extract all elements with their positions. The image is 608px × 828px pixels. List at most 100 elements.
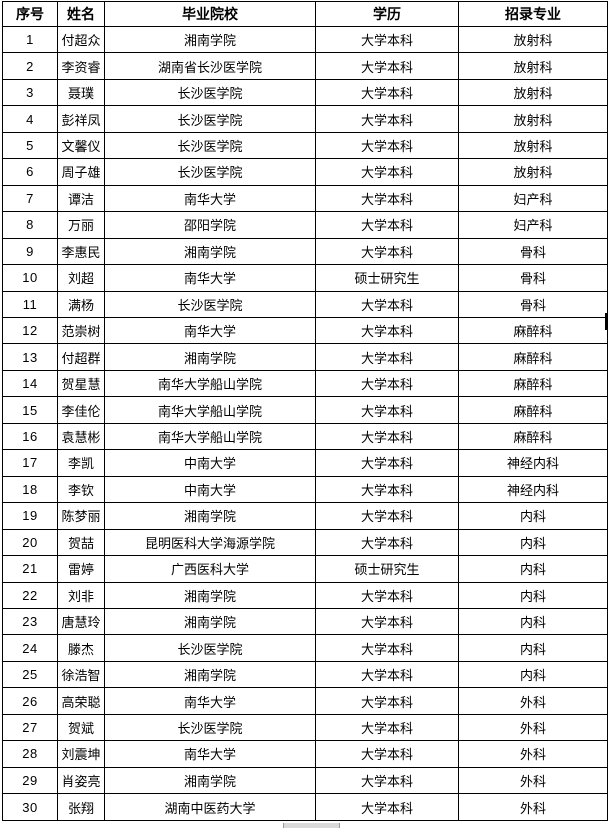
cell-specialty[interactable]: 外科 <box>458 713 608 742</box>
cell-seq[interactable]: 29 <box>2 766 58 795</box>
cell-seq[interactable]: 23 <box>2 607 58 636</box>
cell-name[interactable]: 文馨仪 <box>57 131 105 160</box>
cell-school[interactable]: 湘南学院 <box>104 660 316 689</box>
cell-degree[interactable]: 大学本科 <box>315 793 459 821</box>
cell-school[interactable]: 邵阳学院 <box>104 211 316 239</box>
cell-school[interactable]: 南华大学 <box>104 316 316 345</box>
cell-degree[interactable]: 大学本科 <box>315 316 459 345</box>
cell-degree[interactable]: 大学本科 <box>315 740 459 768</box>
cell-school[interactable]: 湘南学院 <box>104 766 316 795</box>
cell-specialty[interactable]: 麻醉科 <box>458 422 608 451</box>
cell-seq[interactable]: 28 <box>2 740 58 768</box>
cell-name[interactable]: 李资睿 <box>57 52 105 80</box>
cell-specialty[interactable]: 神经内科 <box>458 449 608 477</box>
cell-school[interactable]: 南华大学船山学院 <box>104 369 316 398</box>
cell-degree[interactable]: 大学本科 <box>315 237 459 266</box>
cell-seq[interactable]: 19 <box>2 502 58 530</box>
cell-school[interactable]: 湘南学院 <box>104 607 316 636</box>
column-header-specialty[interactable]: 招录专业 <box>458 1 608 27</box>
cell-school[interactable]: 湖南省长沙医学院 <box>104 52 316 80</box>
cell-seq[interactable]: 22 <box>2 581 58 609</box>
cell-school[interactable]: 长沙医学院 <box>104 290 316 318</box>
cell-degree[interactable]: 硕士研究生 <box>315 555 459 583</box>
cell-seq[interactable]: 12 <box>2 316 58 345</box>
cell-name[interactable]: 周子雄 <box>57 158 105 186</box>
cell-school[interactable]: 湘南学院 <box>104 237 316 266</box>
cell-degree[interactable]: 大学本科 <box>315 475 459 504</box>
bottom-scrollbar-stub[interactable] <box>283 823 340 828</box>
cell-degree[interactable]: 大学本科 <box>315 607 459 636</box>
cell-specialty[interactable]: 放射科 <box>458 105 608 133</box>
cell-seq[interactable]: 11 <box>2 290 58 318</box>
cell-degree[interactable]: 硕士研究生 <box>315 264 459 292</box>
cell-school[interactable]: 南华大学 <box>104 740 316 768</box>
cell-degree[interactable]: 大学本科 <box>315 634 459 662</box>
cell-seq[interactable]: 7 <box>2 184 58 213</box>
cell-seq[interactable]: 9 <box>2 237 58 266</box>
cell-school[interactable]: 长沙医学院 <box>104 713 316 742</box>
column-header-degree[interactable]: 学历 <box>315 1 459 27</box>
cell-specialty[interactable]: 放射科 <box>458 52 608 80</box>
cell-seq[interactable]: 21 <box>2 555 58 583</box>
cell-specialty[interactable]: 内科 <box>458 607 608 636</box>
cell-school[interactable]: 湘南学院 <box>104 343 316 371</box>
cell-seq[interactable]: 18 <box>2 475 58 504</box>
cell-seq[interactable]: 25 <box>2 660 58 689</box>
cell-degree[interactable]: 大学本科 <box>315 396 459 424</box>
cell-name[interactable]: 聂璞 <box>57 78 105 107</box>
cell-school[interactable]: 长沙医学院 <box>104 105 316 133</box>
cell-degree[interactable]: 大学本科 <box>315 52 459 80</box>
cell-specialty[interactable]: 骨科 <box>458 264 608 292</box>
cell-school[interactable]: 南华大学船山学院 <box>104 422 316 451</box>
cell-specialty[interactable]: 外科 <box>458 793 608 821</box>
cell-name[interactable]: 彭祥凤 <box>57 105 105 133</box>
cell-school[interactable]: 长沙医学院 <box>104 158 316 186</box>
cell-specialty[interactable]: 麻醉科 <box>458 396 608 424</box>
cell-name[interactable]: 万丽 <box>57 211 105 239</box>
cell-name[interactable]: 贺斌 <box>57 713 105 742</box>
cell-degree[interactable]: 大学本科 <box>315 766 459 795</box>
cell-school[interactable]: 南华大学 <box>104 687 316 715</box>
cell-seq[interactable]: 5 <box>2 131 58 160</box>
cell-name[interactable]: 李佳伦 <box>57 396 105 424</box>
cell-seq[interactable]: 4 <box>2 105 58 133</box>
cell-specialty[interactable]: 内科 <box>458 502 608 530</box>
cell-degree[interactable]: 大学本科 <box>315 713 459 742</box>
cell-specialty[interactable]: 妇产科 <box>458 211 608 239</box>
cell-name[interactable]: 陈梦丽 <box>57 502 105 530</box>
cell-seq[interactable]: 2 <box>2 52 58 80</box>
cell-seq[interactable]: 30 <box>2 793 58 821</box>
cell-school[interactable]: 中南大学 <box>104 449 316 477</box>
cell-degree[interactable]: 大学本科 <box>315 502 459 530</box>
cell-seq[interactable]: 14 <box>2 369 58 398</box>
cell-specialty[interactable]: 麻醉科 <box>458 369 608 398</box>
cell-school[interactable]: 湘南学院 <box>104 581 316 609</box>
cell-name[interactable]: 李钦 <box>57 475 105 504</box>
cell-degree[interactable]: 大学本科 <box>315 369 459 398</box>
cell-specialty[interactable]: 内科 <box>458 555 608 583</box>
cell-school[interactable]: 湘南学院 <box>104 25 316 54</box>
cell-school[interactable]: 南华大学船山学院 <box>104 396 316 424</box>
cell-school[interactable]: 长沙医学院 <box>104 131 316 160</box>
cell-degree[interactable]: 大学本科 <box>315 184 459 213</box>
cell-specialty[interactable]: 内科 <box>458 581 608 609</box>
cell-name[interactable]: 滕杰 <box>57 634 105 662</box>
cell-seq[interactable]: 16 <box>2 422 58 451</box>
cell-school[interactable]: 南华大学 <box>104 184 316 213</box>
cell-seq[interactable]: 17 <box>2 449 58 477</box>
cell-seq[interactable]: 20 <box>2 528 58 557</box>
cell-degree[interactable]: 大学本科 <box>315 105 459 133</box>
cell-degree[interactable]: 大学本科 <box>315 422 459 451</box>
column-header-school[interactable]: 毕业院校 <box>104 1 316 27</box>
cell-specialty[interactable]: 内科 <box>458 528 608 557</box>
cell-specialty[interactable]: 外科 <box>458 687 608 715</box>
cell-degree[interactable]: 大学本科 <box>315 78 459 107</box>
cell-name[interactable]: 付超众 <box>57 25 105 54</box>
cell-school[interactable]: 长沙医学院 <box>104 634 316 662</box>
cell-name[interactable]: 李惠民 <box>57 237 105 266</box>
cell-name[interactable]: 唐慧玲 <box>57 607 105 636</box>
cell-degree[interactable]: 大学本科 <box>315 687 459 715</box>
cell-specialty[interactable]: 骨科 <box>458 237 608 266</box>
cell-seq[interactable]: 13 <box>2 343 58 371</box>
cell-name[interactable]: 范崇树 <box>57 316 105 345</box>
